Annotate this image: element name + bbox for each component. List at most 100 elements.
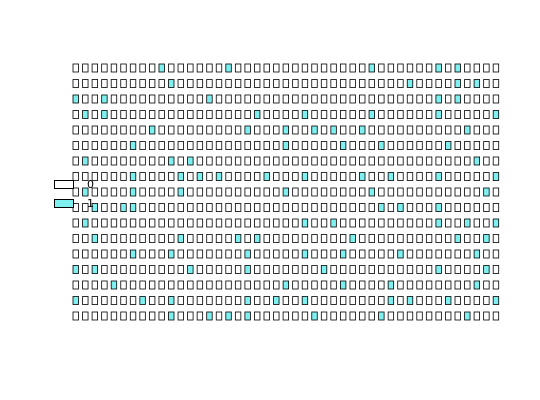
heatmap-cell-r8-c35 bbox=[406, 187, 414, 197]
heatmap-cell-r1-c39 bbox=[445, 79, 452, 88]
heatmap-cell-r11-c33 bbox=[387, 234, 395, 243]
heatmap-cell-r14-c0 bbox=[72, 280, 79, 290]
heatmap-cell-r2-c29 bbox=[349, 94, 356, 104]
heatmap-cell-r14-c24 bbox=[301, 280, 309, 290]
heatmap-cell-r1-c23 bbox=[292, 79, 299, 88]
heatmap-cell-r0-c14 bbox=[206, 63, 213, 73]
heatmap-cell-r8-c20 bbox=[263, 187, 270, 197]
heatmap-cell-r13-c30 bbox=[359, 265, 366, 274]
heatmap-cell-r0-c13 bbox=[196, 63, 204, 73]
heatmap-cell-r2-c16 bbox=[225, 94, 232, 104]
heatmap-cell-r4-c18 bbox=[244, 125, 251, 135]
heatmap-cell-r9-c20 bbox=[263, 203, 270, 212]
heatmap-cell-r1-c28 bbox=[339, 79, 347, 88]
heatmap-cell-r4-c29 bbox=[349, 125, 356, 135]
heatmap-cell-r9-c18 bbox=[244, 203, 251, 212]
heatmap-cell-r9-c24 bbox=[301, 203, 309, 212]
heatmap-cell-r14-c31 bbox=[368, 280, 375, 290]
heatmap-cell-r7-c39 bbox=[445, 172, 452, 181]
heatmap-cell-r16-c15 bbox=[215, 311, 223, 321]
heatmap-cell-r5-c10 bbox=[168, 141, 175, 150]
heatmap-cell-r4-c16 bbox=[225, 125, 232, 135]
heatmap-cell-r10-c34 bbox=[397, 218, 404, 228]
heatmap-cell-r14-c9 bbox=[158, 280, 165, 290]
heatmap-cell-r16-c20 bbox=[263, 311, 270, 321]
heatmap-cell-r15-c9 bbox=[158, 296, 165, 305]
heatmap-cell-r10-c31 bbox=[368, 218, 375, 228]
heatmap-cell-r9-c17 bbox=[234, 203, 242, 212]
heatmap-cell-r16-c44 bbox=[492, 311, 500, 321]
heatmap-cell-r2-c12 bbox=[187, 94, 194, 104]
heatmap-cell-r7-c10 bbox=[168, 172, 175, 181]
heatmap-cell-r1-c30 bbox=[359, 79, 366, 88]
heatmap-cell-r3-c8 bbox=[148, 110, 156, 119]
heatmap-cell-r6-c5 bbox=[120, 156, 127, 166]
heatmap-cell-r9-c16 bbox=[225, 203, 232, 212]
heatmap-cell-r7-c34 bbox=[397, 172, 404, 181]
heatmap-cell-r4-c6 bbox=[129, 125, 137, 135]
heatmap-cell-r8-c8 bbox=[148, 187, 156, 197]
heatmap-cell-r4-c32 bbox=[378, 125, 385, 135]
heatmap-cell-r5-c43 bbox=[483, 141, 490, 150]
heatmap-cell-r16-c23 bbox=[292, 311, 299, 321]
heatmap-cell-r11-c14 bbox=[206, 234, 213, 243]
heatmap-cell-r12-c23 bbox=[292, 249, 299, 259]
heatmap-cell-r2-c42 bbox=[473, 94, 481, 104]
heatmap-cell-r12-c8 bbox=[148, 249, 156, 259]
heatmap-cell-r14-c30 bbox=[359, 280, 366, 290]
heatmap-cell-r3-c33 bbox=[387, 110, 395, 119]
heatmap-cell-r14-c41 bbox=[464, 280, 471, 290]
heatmap-cell-r14-c28 bbox=[339, 280, 347, 290]
heatmap-cell-r4-c13 bbox=[196, 125, 204, 135]
heatmap-cell-r6-c17 bbox=[234, 156, 242, 166]
heatmap-cell-r1-c1 bbox=[82, 79, 89, 88]
heatmap-cell-r14-c17 bbox=[234, 280, 242, 290]
heatmap-cell-r13-c13 bbox=[196, 265, 204, 274]
heatmap-cell-r10-c25 bbox=[311, 218, 318, 228]
heatmap-cell-r11-c12 bbox=[187, 234, 194, 243]
heatmap-cell-r15-c39 bbox=[445, 296, 452, 305]
heatmap-cell-r11-c13 bbox=[196, 234, 204, 243]
heatmap-cell-r9-c4 bbox=[110, 203, 118, 212]
heatmap-cell-r14-c13 bbox=[196, 280, 204, 290]
heatmap-cell-r7-c19 bbox=[254, 172, 261, 181]
heatmap-cell-r13-c21 bbox=[273, 265, 280, 274]
heatmap-cell-r11-c42 bbox=[473, 234, 481, 243]
heatmap-cell-r13-c32 bbox=[378, 265, 385, 274]
heatmap-cell-r8-c38 bbox=[435, 187, 442, 197]
heatmap-cell-r13-c3 bbox=[101, 265, 108, 274]
heatmap-cell-r13-c11 bbox=[177, 265, 184, 274]
heatmap-cell-r15-c32 bbox=[378, 296, 385, 305]
heatmap-cell-r10-c28 bbox=[339, 218, 347, 228]
heatmap-cell-r11-c37 bbox=[425, 234, 433, 243]
heatmap-cell-r14-c20 bbox=[263, 280, 270, 290]
heatmap-cell-r7-c33 bbox=[387, 172, 395, 181]
heatmap-cell-r14-c34 bbox=[397, 280, 404, 290]
heatmap-cell-r9-c28 bbox=[339, 203, 347, 212]
heatmap-cell-r0-c15 bbox=[215, 63, 223, 73]
heatmap-cell-r15-c38 bbox=[435, 296, 442, 305]
heatmap-cell-r8-c23 bbox=[292, 187, 299, 197]
heatmap-cell-r12-c24 bbox=[301, 249, 309, 259]
heatmap-cell-r1-c9 bbox=[158, 79, 165, 88]
heatmap-cell-r10-c4 bbox=[110, 218, 118, 228]
heatmap-cell-r10-c13 bbox=[196, 218, 204, 228]
heatmap-cell-r8-c5 bbox=[120, 187, 127, 197]
heatmap-cell-r10-c8 bbox=[148, 218, 156, 228]
heatmap-cell-r15-c3 bbox=[101, 296, 108, 305]
heatmap-cell-r4-c7 bbox=[139, 125, 146, 135]
heatmap-cell-r8-c21 bbox=[273, 187, 280, 197]
heatmap-cell-r16-c38 bbox=[435, 311, 442, 321]
heatmap-cell-r13-c44 bbox=[492, 265, 500, 274]
heatmap-cell-r7-c4 bbox=[110, 172, 118, 181]
heatmap-cell-r3-c11 bbox=[177, 110, 184, 119]
heatmap-cell-r12-c25 bbox=[311, 249, 318, 259]
heatmap-cell-r4-c35 bbox=[406, 125, 414, 135]
heatmap-cell-r12-c40 bbox=[454, 249, 461, 259]
heatmap-cell-r7-c7 bbox=[139, 172, 146, 181]
heatmap-cell-r1-c3 bbox=[101, 79, 108, 88]
heatmap-cell-r8-c10 bbox=[168, 187, 175, 197]
heatmap-cell-r16-c19 bbox=[254, 311, 261, 321]
heatmap-cell-r10-c35 bbox=[406, 218, 414, 228]
heatmap-cell-r3-c25 bbox=[311, 110, 318, 119]
